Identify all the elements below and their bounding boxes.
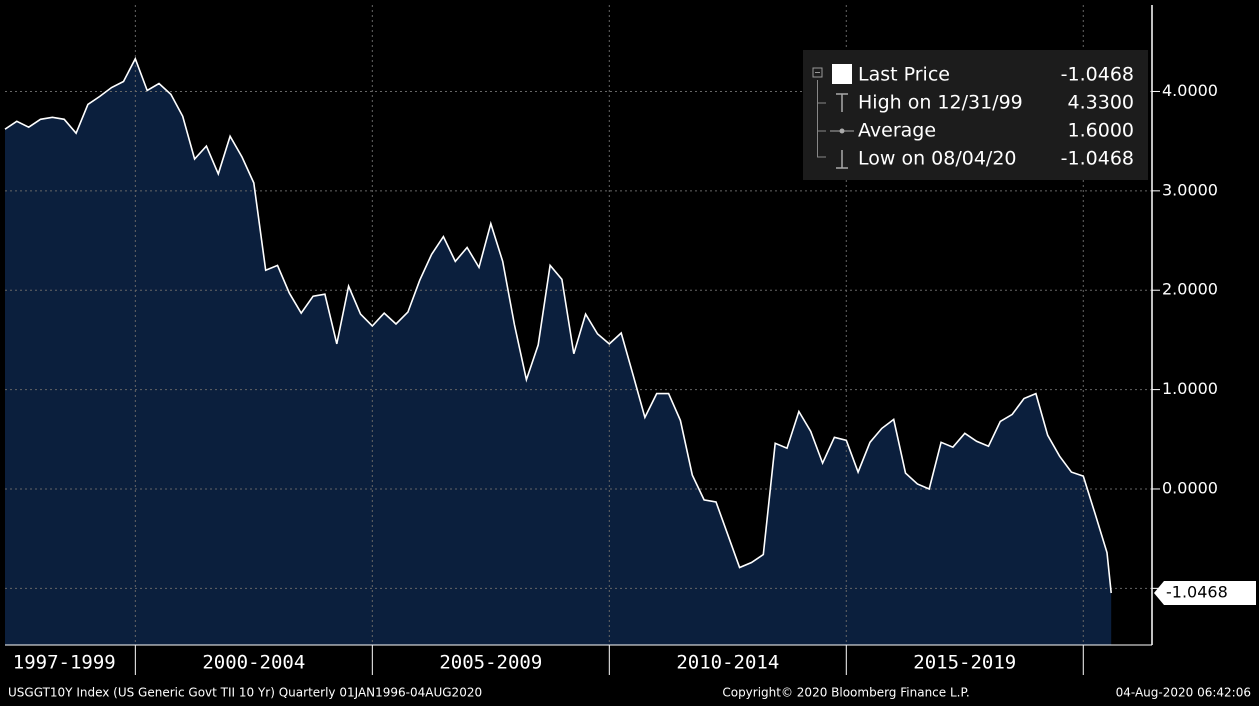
x-period-label: 2005-2009: [439, 652, 542, 674]
last-value-tag: [1154, 581, 1256, 606]
legend-name: Average: [858, 120, 936, 142]
y-tick-label: 1.0000: [1162, 379, 1218, 398]
legend: Last Price -1.0468 High on 12/31/99 4.3300 A…: [803, 50, 1148, 180]
legend-swatch: [832, 64, 852, 84]
legend-rows: Last Price -1.0468 High on 12/31/99 4.3300 A…: [858, 64, 1134, 170]
y-tick-label: 0.0000: [1162, 478, 1218, 497]
footer-center: Copyright© 2020 Bloomberg Finance L.P.: [722, 686, 969, 700]
last-value-label: -1.0468: [1166, 583, 1228, 602]
legend-box: [803, 50, 1148, 180]
legend-name: High on 12/31/99: [858, 92, 1023, 114]
legend-name: Low on 08/04/20: [858, 148, 1017, 170]
legend-low-icon: [836, 150, 848, 169]
legend-name: Last Price: [858, 64, 950, 86]
legend-value: 4.3300: [1068, 92, 1134, 114]
y-tick-label: 4.0000: [1162, 81, 1218, 100]
legend-value: 1.6000: [1068, 120, 1134, 142]
footer-left: USGGT10Y Index (US Generic Govt TII 10 Y…: [8, 686, 482, 700]
price-line: [4, 56, 1112, 594]
legend-value: -1.0468: [1061, 148, 1134, 170]
legend-collapse-icon: [812, 67, 823, 78]
footer-right: 04-Aug-2020 06:42:06: [1116, 686, 1251, 700]
y-tick-label: 2.0000: [1162, 280, 1218, 299]
legend-value: -1.0468: [1061, 64, 1134, 86]
x-period-label: 2010-2014: [676, 652, 779, 674]
x-period-label: 2015-2019: [913, 652, 1016, 674]
legend-high-icon: [836, 93, 848, 112]
y-tick-label: 3.0000: [1162, 180, 1218, 199]
area-fill: [5, 58, 1112, 645]
legend-avg-dot: [839, 128, 845, 134]
legend-tree: [817, 80, 826, 158]
x-period-label: 1997-1999: [13, 652, 116, 674]
x-period-label: 2000-2004: [202, 652, 305, 674]
